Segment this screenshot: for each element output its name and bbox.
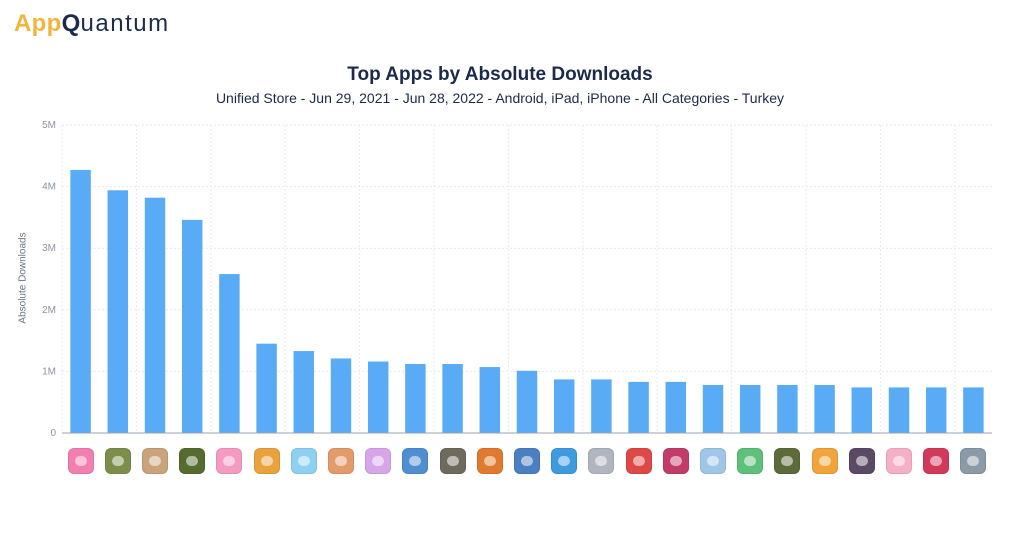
bar-1 [70, 169, 91, 433]
app-icon-14 [551, 448, 578, 474]
y-tick-label: 3M [42, 243, 56, 254]
bar-3 [144, 197, 166, 433]
appquantum-logo: AppQuantum [14, 10, 170, 38]
bar-6 [256, 343, 277, 433]
chart-title: Top Apps by Absolute Downloads [347, 64, 653, 85]
app-icon-1 [67, 448, 94, 474]
y-tick-label: 2M [42, 305, 56, 316]
app-icon-7 [290, 448, 317, 474]
y-tick-label: 1M [42, 366, 56, 377]
app-icon-13 [514, 448, 540, 474]
bar-18 [702, 384, 724, 433]
chart-subtitle: Unified Store - Jun 29, 2021 - Jun 28, 2… [215, 90, 785, 106]
bar-22 [851, 387, 873, 433]
app-icon-3 [142, 448, 168, 474]
app-icon-15 [588, 448, 615, 474]
bar-14 [553, 379, 575, 433]
bar-5 [219, 274, 240, 433]
bar-23 [888, 387, 910, 433]
logo-q: Q [61, 10, 81, 37]
app-icon-4 [179, 448, 206, 474]
app-icon-21 [811, 448, 838, 474]
app-icon-17 [662, 448, 689, 474]
app-icon-9 [365, 448, 392, 474]
app-icon-12 [476, 448, 503, 474]
app-icon-8 [328, 448, 354, 474]
bar-12 [479, 367, 501, 433]
bar-21 [814, 384, 835, 433]
app-icon-2 [104, 448, 131, 474]
logo-app: App [14, 10, 62, 37]
app-icon-19 [737, 448, 764, 474]
app-icon-16 [625, 448, 652, 474]
bar-25 [963, 387, 984, 433]
app-icon-5 [216, 448, 243, 474]
bar-17 [665, 381, 687, 433]
bar-10 [405, 364, 426, 433]
app-icon-6 [253, 448, 280, 474]
app-icon-24 [923, 448, 950, 474]
y-tick-labels: 0 1M 2M 3M 4M 5M [42, 120, 56, 439]
y-tick-label: 5M [42, 120, 56, 131]
bar-15 [591, 379, 612, 433]
bars [70, 169, 984, 433]
bar-24 [925, 387, 947, 433]
bar-4 [181, 219, 203, 433]
bar-7 [293, 351, 315, 433]
app-icon-25 [960, 448, 987, 474]
bar-19 [739, 384, 761, 433]
app-icon-10 [402, 448, 429, 474]
y-tick-label: 0 [50, 428, 56, 439]
app-icon-11 [439, 448, 466, 474]
y-tick-label: 4M [42, 182, 56, 193]
app-icon-23 [886, 448, 912, 474]
bar-16 [628, 381, 649, 433]
bar-2 [107, 190, 129, 433]
app-icon-18 [700, 448, 726, 474]
bar-20 [777, 384, 798, 433]
bar-11 [442, 364, 463, 433]
app-icon-22 [848, 448, 875, 474]
bar-9 [367, 361, 389, 433]
bar-13 [516, 370, 538, 433]
bar-8 [330, 358, 352, 433]
logo-rest: uantum [80, 10, 170, 37]
app-icon-20 [774, 448, 801, 474]
